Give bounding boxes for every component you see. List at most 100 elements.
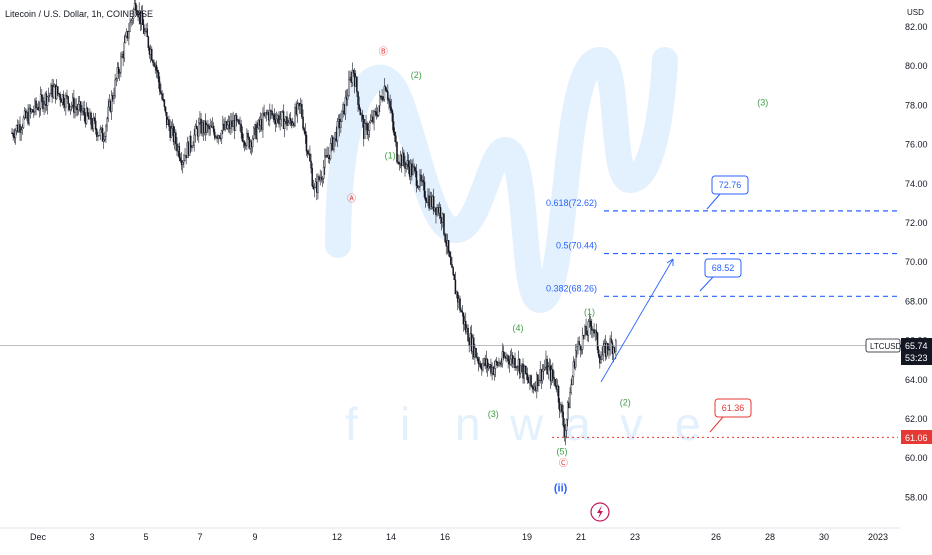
candle-body (477, 358, 480, 364)
candle-body (468, 340, 470, 346)
candle-body (460, 309, 462, 312)
candle-body (465, 320, 467, 332)
watermark-logo (325, 46, 678, 314)
candle-body (206, 124, 208, 133)
candle-body (247, 133, 249, 138)
candle-body (361, 114, 364, 120)
candle-body (523, 365, 525, 379)
candle-body (25, 110, 27, 118)
candle-body (541, 370, 544, 381)
y-tick-label: 64.00 (905, 375, 928, 385)
candle-body (278, 115, 280, 125)
candle-body (561, 404, 563, 413)
candle-body (192, 145, 194, 148)
candle-body (422, 179, 425, 183)
candle-body (506, 355, 508, 359)
candle-body (136, 10, 138, 15)
candle-body (52, 86, 55, 98)
wave-label: (1) (385, 150, 396, 160)
candle-body (130, 20, 132, 23)
candle-body (94, 120, 97, 130)
candle-body (542, 368, 545, 372)
candle-body (391, 110, 394, 122)
candle-body (421, 179, 423, 182)
callout-pointer (706, 193, 721, 210)
projection-arrow (600, 258, 674, 383)
candle-body (474, 348, 476, 358)
candle-body (212, 125, 215, 133)
candle-body (516, 366, 519, 368)
candle-body (491, 366, 493, 374)
candle-body (258, 119, 261, 126)
candle-body (348, 78, 350, 97)
flash-icon[interactable] (590, 502, 610, 522)
candle-body (211, 125, 214, 128)
candle-body (178, 146, 181, 159)
candle-body (534, 386, 537, 391)
countdown-label: 53:23 (905, 353, 928, 363)
candle-body (195, 125, 198, 130)
candle-body (236, 119, 239, 121)
candle-body (381, 96, 383, 101)
candle-body (242, 140, 245, 143)
y-tick-label: 80.00 (905, 61, 928, 71)
candle-body (124, 36, 127, 43)
candle-body (108, 100, 111, 108)
wave-label: (5) (557, 446, 568, 456)
candle-body (345, 96, 348, 100)
candle-body (451, 264, 453, 268)
candle-body (526, 374, 529, 381)
candle-body (12, 132, 14, 137)
candle-body (263, 112, 265, 116)
candle-body (301, 103, 303, 118)
candle-body (107, 106, 109, 119)
candle-body (223, 123, 225, 130)
candle-body (385, 90, 388, 93)
candle-body (459, 298, 461, 311)
candle-body (82, 108, 84, 112)
candle-body (297, 103, 300, 105)
candle-body (67, 96, 69, 104)
candle-body (448, 252, 451, 258)
candle-body (251, 138, 254, 148)
candle-body (446, 240, 449, 247)
candle-body (244, 145, 247, 147)
candle-body (358, 104, 360, 110)
candle-body (175, 132, 177, 145)
candle-body (162, 98, 164, 101)
candle-body (455, 291, 458, 295)
candle-body (326, 154, 328, 158)
candle-body (243, 141, 246, 147)
candle-body (579, 344, 582, 351)
candle-body (328, 154, 331, 160)
candle-body (318, 176, 320, 181)
candle-body (550, 369, 553, 382)
candle-body (482, 363, 484, 371)
candle-body (436, 207, 438, 216)
wave-label: (2) (620, 397, 631, 407)
candle-body (583, 334, 585, 337)
x-tick-label: 28 (765, 532, 775, 542)
candle-body (493, 368, 496, 375)
candle-body (165, 112, 168, 125)
candle-body (26, 112, 28, 118)
candle-body (556, 386, 559, 390)
candle-body (18, 124, 20, 132)
candle-body (196, 128, 199, 137)
candle-body (357, 91, 359, 105)
candle-body (77, 104, 80, 111)
candle-body (257, 119, 260, 129)
candle-body (423, 181, 426, 198)
candle-body (466, 327, 468, 332)
candle-body (342, 104, 344, 112)
y-tick-label: 74.00 (905, 179, 928, 189)
candle-body (53, 84, 56, 88)
candle-body (317, 176, 319, 193)
candle-body (329, 143, 332, 160)
candle-body (201, 122, 203, 134)
candle-body (23, 110, 26, 119)
candle-body (269, 110, 271, 121)
candle-body (529, 375, 531, 384)
